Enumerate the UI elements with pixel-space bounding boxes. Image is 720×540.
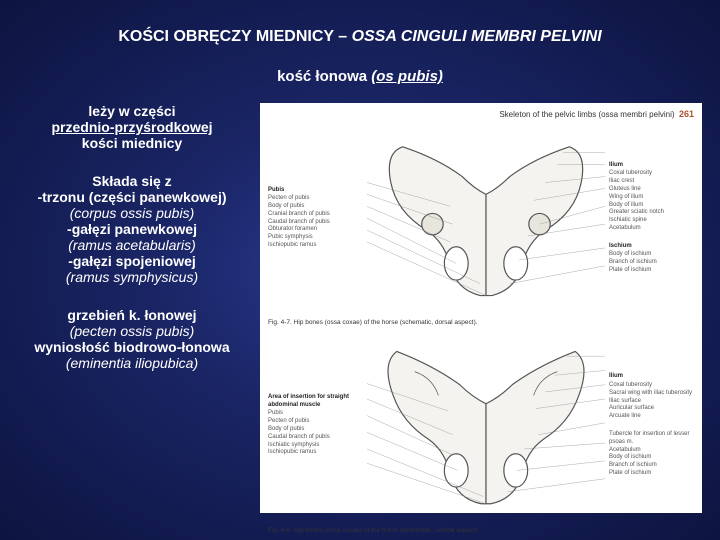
text-block-3: grzebień k. łonowej (pecten ossis pubis)… — [4, 307, 260, 371]
lbl-group-ilium2: Ilium Coxal tuberosity Sacral wing with … — [609, 373, 694, 421]
lbl-item: Body of ilium — [609, 202, 694, 210]
lbl-item: Acetabulum — [609, 225, 694, 233]
lbl-title-insertion: Area of insertion for straight abdominal… — [268, 394, 363, 410]
figure-bottom: Area of insertion for straight abdominal… — [268, 330, 694, 520]
text-block-1: leży w części przednio-przyśrodkowej koś… — [4, 103, 260, 151]
labels-left-bottom: Area of insertion for straight abdominal… — [268, 330, 363, 520]
page-number: 261 — [679, 109, 694, 119]
lbl-item: Body of ischium — [609, 251, 694, 259]
lbl-item: Pubis — [268, 410, 363, 418]
slide-title: KOŚCI OBRĘCZY MIEDNICY – OSSA CINGULI ME… — [0, 0, 720, 46]
lbl-item: Coxal tuberosity — [609, 382, 694, 390]
lbl-item: Branch of ischium — [609, 462, 694, 470]
lbl-group-bottom2: Tubercle for insertion of lesser psoas m… — [609, 431, 694, 478]
b2-l2: -trzonu (części panewkowej) — [4, 189, 260, 205]
figure-header: Skeleton of the pelvic limbs (ossa membr… — [268, 109, 694, 119]
lbl-item: Arcuate line — [609, 413, 694, 421]
b3-l2: (pecten ossis pubis) — [4, 323, 260, 339]
subtitle-plain: kość łonowa — [277, 68, 371, 85]
labels-right-bottom: Ilium Coxal tuberosity Sacral wing with … — [609, 330, 694, 520]
lbl-title-ilium: Ilium — [609, 162, 694, 170]
content-area: leży w części przednio-przyśrodkowej koś… — [0, 103, 720, 513]
left-text-column: leży w części przednio-przyśrodkowej koś… — [0, 103, 260, 513]
caption-1: Fig. 4-7. Hip bones (ossa coxae) of the … — [268, 319, 694, 326]
lbl-item: Tubercle for insertion of lesser psoas m… — [609, 431, 694, 447]
lbl-item: Caudal branch of pubis — [268, 219, 363, 227]
lbl-item: Body of pubis — [268, 426, 363, 434]
lbl-item: Gluteus line — [609, 186, 694, 194]
pelvis-diagram-dorsal — [367, 123, 605, 313]
lbl-item: Ischiatic symphysis — [268, 442, 363, 450]
lbl-item: Cranial branch of pubis — [268, 211, 363, 219]
labels-right-top: Ilium Coxal tuberosity Iliac crest Glute… — [609, 123, 694, 313]
b2-l7: (ramus symphysicus) — [4, 269, 260, 285]
lbl-item: Acetabulum — [609, 447, 694, 455]
b2-l4: -gałęzi panewkowej — [4, 221, 260, 237]
lbl-item: Sacral wing with iliac tuberosity — [609, 390, 694, 398]
figure-top: Pubis Pecten of pubis Body of pubis Cran… — [268, 123, 694, 313]
lbl-group-ischium: Ischium Body of ischium Branch of ischiu… — [609, 243, 694, 275]
b2-l3: (corpus ossis pubis) — [4, 205, 260, 221]
b2-l1: Składa się z — [4, 173, 260, 189]
labels-left-top: Pubis Pecten of pubis Body of pubis Cran… — [268, 123, 363, 313]
lbl-item: Coxal tuberosity — [609, 170, 694, 178]
b1-l2: przednio-przyśrodkowej — [4, 119, 260, 135]
lbl-title-ilium2: Ilium — [609, 373, 694, 381]
lbl-item: Branch of ischium — [609, 259, 694, 267]
caption-2: Fig. 4-8. Hip bones (ossa coxae) of the … — [268, 527, 694, 534]
b3-l4: (eminentia iliopubica) — [4, 355, 260, 371]
lbl-item: Pubic symphysis — [268, 234, 363, 242]
lbl-item: Obturator foramen — [268, 226, 363, 234]
title-plain: KOŚCI OBRĘCZY MIEDNICY – — [118, 28, 351, 45]
lbl-title-pubis: Pubis — [268, 187, 363, 195]
lbl-group-insertion: Area of insertion for straight abdominal… — [268, 394, 363, 457]
lbl-item: Body of ischium — [609, 454, 694, 462]
lbl-item: Auricular surface — [609, 405, 694, 413]
slide-subtitle: kość łonowa (os pubis) — [0, 68, 720, 85]
fig-header-text: Skeleton of the pelvic limbs (ossa membr… — [499, 110, 674, 119]
lbl-item: Iliac crest — [609, 178, 694, 186]
lbl-item: Caudal branch of pubis — [268, 434, 363, 442]
b1-l1: leży w części — [4, 103, 260, 119]
b2-l6: -gałęzi spojeniowej — [4, 253, 260, 269]
lbl-item: Plate of ischium — [609, 470, 694, 478]
b3-l1: grzebień k. łonowej — [4, 307, 260, 323]
b3-l3: wyniosłość biodrowo-łonowa — [4, 339, 260, 355]
lbl-item: Ischiopubic ramus — [268, 242, 363, 250]
subtitle-latin: (os pubis) — [371, 68, 443, 85]
lbl-item: Pecten of pubis — [268, 418, 363, 426]
lbl-group-pubis: Pubis Pecten of pubis Body of pubis Cran… — [268, 187, 363, 250]
figure-panel: Skeleton of the pelvic limbs (ossa membr… — [260, 103, 702, 513]
lbl-item: Wing of ilium — [609, 194, 694, 202]
lbl-title-ischium: Ischium — [609, 243, 694, 251]
b1-l3: kości miednicy — [4, 135, 260, 151]
lbl-item: Plate of ischium — [609, 267, 694, 275]
title-latin: OSSA CINGULI MEMBRI PELVINI — [352, 28, 602, 45]
text-block-2: Składa się z -trzonu (części panewkowej)… — [4, 173, 260, 285]
lbl-item: Iliac surface — [609, 398, 694, 406]
lbl-group-ilium: Ilium Coxal tuberosity Iliac crest Glute… — [609, 162, 694, 233]
lbl-item: Greater sciatic notch — [609, 209, 694, 217]
b2-l5: (ramus acetabularis) — [4, 237, 260, 253]
lbl-item: Ischiopubic ramus — [268, 449, 363, 457]
lbl-item: Ischiatic spine — [609, 217, 694, 225]
lbl-item: Pecten of pubis — [268, 195, 363, 203]
lbl-item: Body of pubis — [268, 203, 363, 211]
pelvis-diagram-ventral — [367, 330, 605, 520]
